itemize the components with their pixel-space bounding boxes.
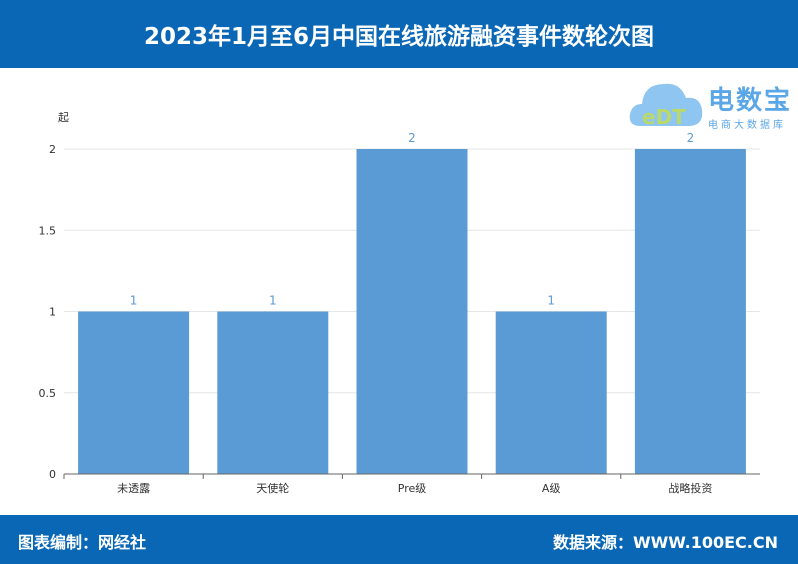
cloud-logo-icon: eDT [629,83,703,129]
y-tick-label: 0 [49,468,56,481]
chart-title: 2023年1月至6月中国在线旅游融资事件数轮次图 [0,0,798,68]
footer-credit: 图表编制：网经社 [18,533,147,552]
x-tick-label: A级 [542,482,561,495]
y-tick-label: 1.5 [39,224,57,237]
bar [634,149,746,474]
data-label: 1 [269,294,277,308]
logo-text: 电数宝 [708,86,793,116]
data-label: 2 [408,131,416,145]
bar-chart: 起 0 0.5 1 1.5 2 1 未透露 1 天使轮 2 Pre级 1 A级 2 战略投资 [39,111,760,495]
bar [495,311,607,474]
y-axis-label: 起 [58,111,69,124]
bar [217,311,329,474]
x-tick-label: 战略投资 [668,481,712,495]
bar [78,311,190,474]
data-label: 1 [130,294,138,308]
y-tick-label: 2 [49,143,56,156]
x-tick-label: 天使轮 [256,481,289,495]
logo-subtitle: 电商大数据库 [708,120,786,131]
x-tick-label: Pre级 [398,482,427,495]
svg-text:eDT: eDT [642,105,686,129]
x-tick-label: 未透露 [117,482,150,495]
data-label: 2 [687,131,695,145]
y-tick-label: 0.5 [39,387,57,400]
bar [356,149,468,474]
footer-source: 数据来源：WWW.100EC.CN [552,533,778,552]
logo: eDT 电数宝 电商大数据库 [628,74,793,134]
data-label: 1 [547,294,555,308]
footer: 图表编制：网经社 数据来源：WWW.100EC.CN [0,515,798,564]
y-tick-label: 1 [49,306,56,319]
